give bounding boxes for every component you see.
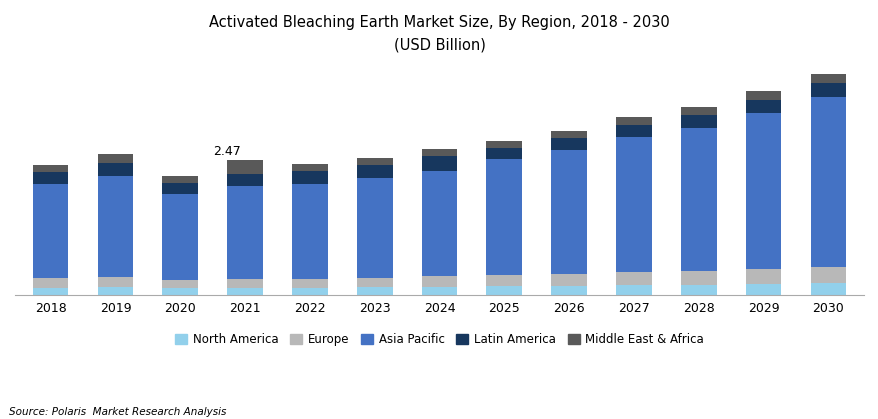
- Bar: [162, 194, 198, 280]
- Title: Activated Bleaching Earth Market Size, By Region, 2018 - 2030
(USD Billion): Activated Bleaching Earth Market Size, B…: [209, 15, 669, 52]
- Bar: [551, 131, 587, 138]
- Bar: [421, 287, 457, 295]
- Text: Source: Polaris  Market Research Analysis: Source: Polaris Market Research Analysis: [9, 407, 226, 417]
- Bar: [615, 116, 651, 125]
- Bar: [97, 163, 133, 176]
- Bar: [680, 107, 716, 115]
- Bar: [680, 271, 716, 285]
- Bar: [97, 154, 133, 163]
- Bar: [615, 137, 651, 272]
- Bar: [745, 100, 781, 113]
- Bar: [551, 150, 587, 274]
- Bar: [32, 288, 68, 295]
- Bar: [227, 288, 263, 295]
- Bar: [162, 183, 198, 194]
- Bar: [97, 176, 133, 277]
- Bar: [227, 186, 263, 279]
- Bar: [356, 158, 392, 165]
- Bar: [162, 289, 198, 295]
- Bar: [291, 279, 327, 288]
- Text: 2.47: 2.47: [212, 145, 241, 158]
- Bar: [680, 127, 716, 271]
- Bar: [32, 172, 68, 184]
- Bar: [486, 141, 522, 148]
- Bar: [421, 277, 457, 287]
- Bar: [680, 285, 716, 295]
- Bar: [745, 284, 781, 295]
- Bar: [291, 164, 327, 171]
- Legend: North America, Europe, Asia Pacific, Latin America, Middle East & Africa: North America, Europe, Asia Pacific, Lat…: [169, 328, 709, 351]
- Bar: [810, 83, 846, 97]
- Bar: [421, 171, 457, 277]
- Bar: [551, 274, 587, 286]
- Bar: [680, 115, 716, 127]
- Bar: [356, 165, 392, 178]
- Bar: [615, 285, 651, 295]
- Bar: [810, 73, 846, 83]
- Bar: [486, 275, 522, 286]
- Bar: [32, 278, 68, 288]
- Bar: [291, 184, 327, 279]
- Bar: [745, 113, 781, 269]
- Bar: [745, 91, 781, 100]
- Bar: [227, 279, 263, 288]
- Bar: [356, 287, 392, 295]
- Bar: [356, 178, 392, 277]
- Bar: [32, 165, 68, 172]
- Bar: [162, 176, 198, 183]
- Bar: [227, 160, 263, 174]
- Bar: [162, 280, 198, 289]
- Bar: [356, 277, 392, 287]
- Bar: [486, 159, 522, 275]
- Bar: [810, 97, 846, 267]
- Bar: [551, 138, 587, 150]
- Bar: [421, 149, 457, 156]
- Bar: [615, 125, 651, 137]
- Bar: [615, 272, 651, 285]
- Bar: [486, 148, 522, 159]
- Bar: [291, 171, 327, 184]
- Bar: [32, 184, 68, 278]
- Bar: [97, 277, 133, 287]
- Bar: [486, 286, 522, 295]
- Bar: [810, 283, 846, 295]
- Bar: [810, 267, 846, 283]
- Bar: [551, 286, 587, 295]
- Bar: [227, 174, 263, 186]
- Bar: [421, 156, 457, 171]
- Bar: [745, 269, 781, 284]
- Bar: [97, 287, 133, 295]
- Bar: [291, 288, 327, 295]
